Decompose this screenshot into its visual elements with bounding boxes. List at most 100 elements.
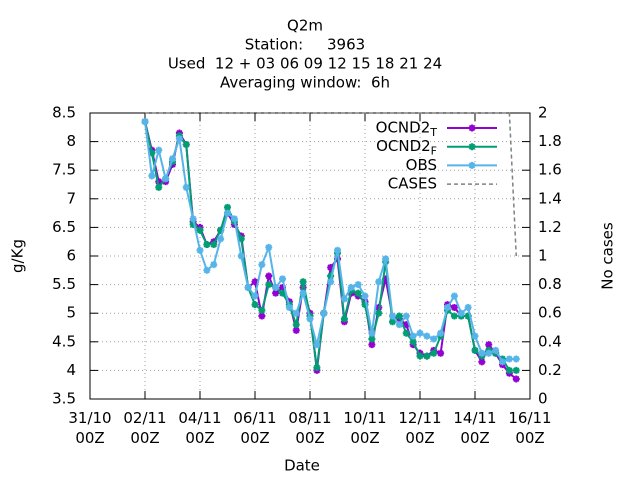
data-point-core [184, 142, 189, 147]
data-point-core [300, 290, 306, 296]
data-point-core [280, 276, 285, 282]
data-point-core [287, 305, 292, 310]
x-tick-label: 04/11 00Z [178, 409, 221, 447]
legend-marker [468, 143, 476, 151]
data-point-core [369, 336, 375, 342]
x-tick-label: 08/11 00Z [288, 409, 331, 447]
data-point-core [452, 313, 457, 319]
data-point-core [417, 331, 423, 336]
data-point-core [376, 279, 381, 284]
data-point-core [486, 351, 491, 356]
data-point-core [514, 368, 519, 373]
data-point-core [204, 268, 210, 273]
series [141, 118, 520, 366]
data-point-core [211, 262, 216, 267]
data-point-core [266, 245, 271, 250]
data-point-core [369, 331, 375, 336]
data-point-core [431, 351, 436, 356]
chart-title: Q2m [287, 17, 323, 35]
chart-title: Averaging window: 6h [220, 74, 390, 92]
data-point-core [307, 316, 313, 322]
data-point-core [472, 333, 478, 339]
y2-tick-label: 1.4 [538, 189, 562, 207]
y-tick-label: 7.5 [52, 161, 76, 179]
data-point-core [197, 248, 203, 253]
y2-tick-label: 2 [538, 104, 548, 122]
x-tick-label: 31/10 00Z [68, 409, 111, 447]
y2-tick-label: 0.8 [538, 275, 562, 293]
data-point-core [472, 348, 478, 353]
data-point-core [410, 339, 416, 344]
data-point-core [424, 333, 430, 339]
data-point-core [507, 356, 512, 362]
data-point-core [252, 279, 258, 284]
x-tick-label: 14/11 00Z [453, 409, 496, 447]
y2-tick-label: 0.4 [538, 332, 562, 350]
data-point-core [452, 305, 457, 310]
series-line [145, 112, 517, 257]
data-point-core [404, 313, 409, 319]
data-point-core [355, 290, 361, 296]
data-point-core [459, 311, 464, 316]
x-tick-label: 12/11 00Z [398, 409, 441, 447]
data-point-core [273, 285, 278, 290]
y2-tick-label: 1.6 [538, 161, 562, 179]
data-point-core [149, 173, 155, 179]
data-point-core [355, 282, 361, 287]
data-point-core [376, 311, 381, 316]
data-point-core [369, 342, 375, 347]
y-tick-label: 8.5 [52, 104, 76, 122]
y-tick-label: 4.5 [52, 332, 76, 350]
data-point-core [410, 333, 416, 339]
data-point-core [294, 311, 299, 316]
data-point-core [252, 293, 258, 299]
data-point-core [239, 253, 244, 259]
data-point-core [170, 156, 175, 161]
data-point-core [514, 376, 519, 382]
data-point-core [314, 342, 320, 347]
data-point-core [500, 359, 505, 365]
data-point-core [190, 216, 196, 222]
y-tick-label: 3.5 [52, 390, 76, 408]
data-point-core [197, 228, 203, 233]
legend-marker [468, 161, 476, 169]
data-point-core [335, 248, 340, 253]
chart-title: Used 12 + 03 06 09 12 15 18 21 24 [168, 55, 442, 73]
data-point-core [321, 311, 326, 316]
data-point-core [362, 293, 368, 299]
data-point-core [239, 236, 244, 242]
data-point-core [349, 285, 354, 290]
data-point-core [252, 302, 258, 307]
y-tick-label: 5.5 [52, 275, 76, 293]
y2-tick-label: 0.6 [538, 304, 562, 322]
data-point-core [479, 359, 485, 365]
data-point-core [390, 319, 395, 324]
data-point-core [259, 313, 265, 319]
legend-label: OCND2F [376, 137, 437, 158]
series-line [144, 121, 517, 372]
y-tick-label: 7 [66, 189, 76, 207]
data-point-core [163, 176, 168, 181]
y-tick-label: 4 [66, 361, 76, 379]
y2-tick-label: 1.8 [538, 132, 562, 150]
data-point-core [493, 348, 498, 353]
data-point-core [266, 273, 271, 279]
data-point-core [342, 316, 347, 322]
data-point-core [259, 308, 265, 313]
series [145, 112, 517, 257]
data-point-core [390, 313, 395, 319]
data-point-core [259, 262, 265, 267]
data-point-core [314, 365, 320, 370]
y2-tick-label: 1 [538, 247, 548, 265]
y-tick-label: 5 [66, 304, 76, 322]
data-point-core [184, 185, 189, 190]
data-point-core [479, 351, 485, 356]
y2-tick-label: 0.2 [538, 361, 562, 379]
data-point-core [514, 356, 519, 362]
data-point-core [294, 322, 299, 327]
data-point-core [465, 305, 471, 310]
data-point-core [177, 136, 182, 141]
legend-label: CASES [388, 175, 437, 193]
x-tick-label: 16/11 00Z [508, 409, 551, 447]
